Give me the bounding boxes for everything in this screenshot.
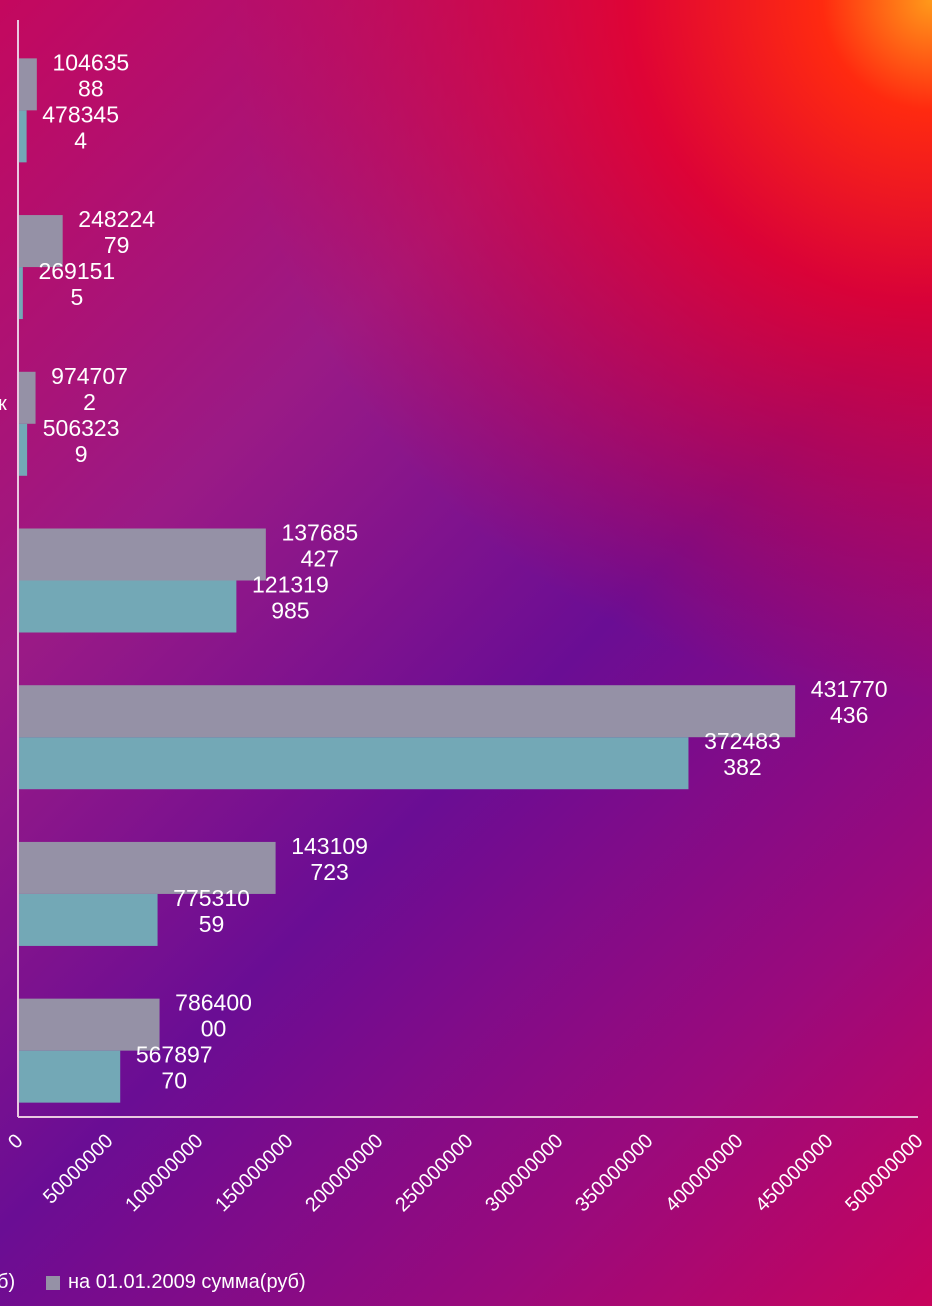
bar-series-1-cat-3: [18, 371, 36, 424]
bar-series-1-cat-7: [18, 998, 160, 1051]
bar-series-1-cat-5: [18, 685, 796, 738]
x-tick-label-8: 350000000: [571, 1130, 657, 1216]
x-tick-label-2: 50000000: [39, 1130, 117, 1208]
data-label-series-1-cat-5: 431770 436: [811, 676, 888, 728]
data-label-series-2-cat-6: 775310 59: [173, 885, 250, 937]
bars-group: [18, 58, 796, 1103]
legend-label-series-2: на 01.01.2009 сумма(руб): [68, 1271, 306, 1293]
x-tick-label-3: 100000000: [121, 1130, 207, 1216]
data-label-series-2-cat-2: 269151 5: [38, 258, 115, 310]
bar-series-2-cat-5: [18, 737, 689, 790]
category-label-fragment: к: [0, 393, 7, 415]
x-tick-label-10: 450000000: [751, 1130, 837, 1216]
bar-series-2-cat-7: [18, 1050, 121, 1103]
data-label-series-1-cat-7: 786400 00: [175, 990, 252, 1042]
bar-series-1-cat-6: [18, 841, 276, 894]
bar-series-1-cat-2: [18, 215, 63, 268]
data-label-series-2-cat-5: 372483 382: [704, 728, 781, 780]
data-label-series-2-cat-1: 478345 4: [42, 101, 119, 153]
legend-swatch-series-2: [46, 1275, 60, 1290]
legend-label-series-1: б): [0, 1271, 16, 1293]
data-label-series-2-cat-4: 121319 985: [252, 572, 329, 624]
x-tick-label-9: 400000000: [661, 1130, 747, 1216]
x-tick-label-7: 300000000: [481, 1130, 567, 1216]
x-tick-label-6: 250000000: [391, 1130, 477, 1216]
x-tick-label-4: 150000000: [211, 1130, 297, 1216]
legend-item-series-2: на 01.01.2009 сумма(руб): [46, 1271, 306, 1294]
bar-series-2-cat-4: [18, 580, 237, 633]
x-tick-label-1: 0: [4, 1130, 27, 1153]
legend-item-series-1: б): [0, 1271, 15, 1294]
x-tick-labels: 0 50000000 100000000 150000000 200000000 2500…: [4, 1130, 927, 1216]
data-label-series-2-cat-3: 506323 9: [43, 415, 120, 467]
x-tick-label-5: 200000000: [301, 1130, 387, 1216]
bar-series-2-cat-1: [18, 110, 27, 163]
legend: б) на 01.01.2009 сумма(руб): [0, 1271, 932, 1301]
data-label-series-1-cat-4: 137685 427: [281, 520, 358, 572]
bar-series-2-cat-6: [18, 893, 158, 946]
data-label-series-1-cat-6: 143109 723: [291, 833, 368, 885]
bar-series-2-cat-2: [18, 267, 23, 320]
data-label-series-1-cat-2: 248224 79: [78, 206, 155, 258]
data-label-series-2-cat-7: 567897 70: [136, 1042, 213, 1094]
bar-series-1-cat-4: [18, 528, 266, 581]
data-label-series-1-cat-3: 974707 2: [51, 363, 128, 415]
bar-series-2-cat-3: [18, 423, 28, 476]
data-label-series-1-cat-1: 104635 88: [52, 49, 129, 101]
bar-series-1-cat-1: [18, 58, 37, 111]
x-tick-label-11: 500000000: [841, 1130, 927, 1216]
